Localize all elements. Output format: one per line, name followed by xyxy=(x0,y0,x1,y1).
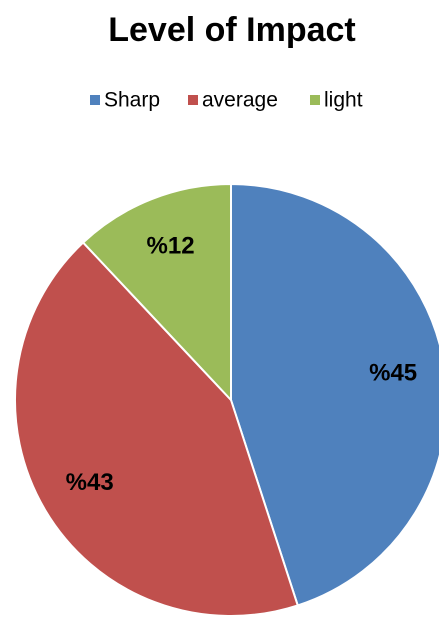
legend-swatch xyxy=(188,95,198,105)
legend-label: average xyxy=(202,89,278,112)
chart-title: Level of Impact xyxy=(108,11,356,49)
pie-slice xyxy=(230,182,439,607)
legend-swatch xyxy=(310,95,320,105)
data-label: %45 xyxy=(369,360,417,387)
pie-slice xyxy=(14,241,300,617)
legend-label: light xyxy=(324,89,363,112)
legend-swatch xyxy=(90,95,100,105)
data-label: %12 xyxy=(147,233,195,260)
data-label: %43 xyxy=(66,469,114,496)
pie-slice xyxy=(81,182,232,403)
legend-label: Sharp xyxy=(104,89,160,112)
